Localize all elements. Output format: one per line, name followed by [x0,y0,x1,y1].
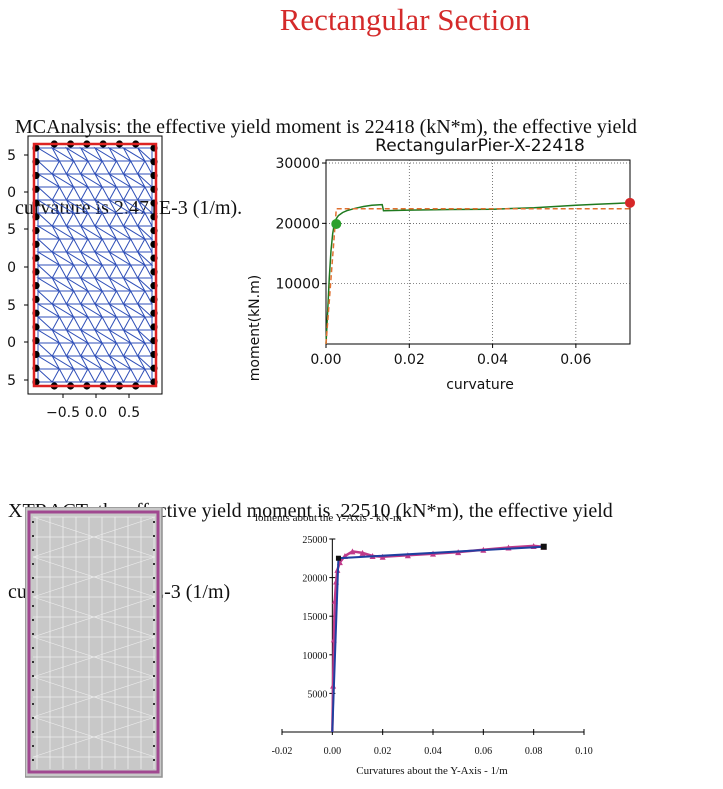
mca-y-tick-label: 20000 [275,216,320,232]
xtract-moment-curvature-chart: loments about the Y-Axis - kN-m -0.02 0.0… [255,512,593,777]
xtract-rebar [32,647,34,649]
xtract-rebar [153,745,155,747]
mca-y-tick-label: 10000 [275,277,320,293]
mca-x-tick-label: 0.00 [310,352,341,368]
mesh-y-tick-label: 0 [7,185,16,201]
xtract-rebar [32,605,34,607]
xtract-rebar [32,689,34,691]
xtract-section-background [25,507,163,778]
xtract-rebar [32,745,34,747]
xtract-rebar [32,759,34,761]
mca-x-tick-label: 0.04 [477,352,508,368]
xtract-section-drawing [25,507,163,778]
xtract-rebar [32,591,34,593]
xtract-x-tick-label: 0.06 [475,746,493,757]
xtract-rebar [153,717,155,719]
xtract-section-grid [32,516,156,758]
mesh-y-tick-label: 5 [7,222,16,238]
xtract-bilinear-series [331,545,544,733]
xtract-rebar [32,521,34,523]
xtract-y-tick-label: 15000 [302,612,327,623]
xtract-data-marker [359,549,366,556]
mesh-x-tick-label: −0.5 [46,405,80,421]
mesh-x-tick-label: 0.0 [85,405,107,421]
xtract-rebar [153,605,155,607]
xtract-data-marker [349,548,356,555]
mca-x-tick-label: 0.06 [560,352,591,368]
xtract-rebar [32,577,34,579]
xtract-x-tick-label: -0.02 [272,746,293,757]
mesh-y-tick-label: 5 [7,148,16,164]
xtract-x-tick-label: 0.10 [575,746,593,757]
xtract-rebar [153,703,155,705]
xtract-rebar [32,717,34,719]
xtract-rebar [153,647,155,649]
xtract-section-cover [27,510,160,774]
mcanalysis-moment-curvature-chart: RectangularPier-X-22418 0.00 0.02 0.04 0.06… [247,136,635,393]
xtract-y-tick-label: 25000 [302,535,327,546]
mcanalysis-summary-line1: MCAnalysis: the effective yield moment i… [15,116,637,138]
mca-idealized-series [325,208,630,345]
mesh-x-tick-label: 0.5 [118,405,140,421]
xtract-rebar [153,521,155,523]
xtract-rebar [153,731,155,733]
xtract-rebar [153,563,155,565]
xtract-y-tick-label: 10000 [302,651,327,662]
xtract-rebar [153,591,155,593]
xtract-x-tick-label: 0.02 [374,746,392,757]
xtract-rebar [32,619,34,621]
page-title: Rectangular Section [279,2,531,37]
section-mesh-plot: 5 0 5 0 5 0 5 −0.5 0.0 0.5 [7,135,163,421]
mca-x-tick-label: 0.02 [394,352,425,368]
mca-chart-title: RectangularPier-X-22418 [375,136,585,156]
mesh-triangles [36,146,154,384]
mca-point-marker [331,218,342,229]
xtract-rebar [153,689,155,691]
xtract-rebar [32,661,34,663]
xtract-x-axis-label: Curvatures about the Y-Axis - 1/m [356,765,508,777]
xtract-rebar [32,633,34,635]
mca-y-tick-label: 30000 [275,156,320,172]
mca-plot-frame [325,159,631,345]
xtract-rebar [32,549,34,551]
mca-point-marker [625,197,635,208]
xtract-section-image [25,507,163,778]
xtract-moment-curvature-series [331,544,544,733]
xtract-rebar [153,535,155,537]
xtract-rebar [153,577,155,579]
triangular-mesh [32,140,158,390]
xtract-x-tick-label: 0.00 [324,746,342,757]
xtract-rebar [153,619,155,621]
xtract-rebar [153,759,155,761]
xtract-yield-marker [335,555,341,561]
xtract-rebar [153,633,155,635]
xtract-rebar [32,731,34,733]
xtract-rebar [153,661,155,663]
xtract-y-tick-label: 5000 [307,689,327,700]
xtract-rebar [32,535,34,537]
mesh-y-tick-label: 0 [7,335,16,351]
mesh-plot-ticks: 5 0 5 0 5 0 5 −0.5 0.0 0.5 [7,148,140,421]
mesh-y-tick-label: 5 [7,298,16,314]
xtract-x-tick-label: 0.08 [525,746,543,757]
xtract-rebar [32,703,34,705]
xtract-chart-title: loments about the Y-Axis - kN-m [255,512,402,524]
mca-moment-curvature-series [325,202,631,345]
mca-y-axis-label: moment(kN.m) [247,275,263,381]
xtract-y-tick-label: 20000 [302,574,327,585]
xtract-rebar [32,675,34,677]
mca-x-axis-label: curvature [446,377,514,393]
xtract-rebar [32,563,34,565]
xtract-rebar [153,549,155,551]
xtract-plot-area: -0.02 0.00 0.02 0.04 0.06 0.08 0.10 5000 10000 15… [272,535,593,757]
xtract-rebar [153,675,155,677]
xtract-x-tick-label: 0.04 [424,746,442,757]
section-boundary [32,142,158,388]
xtract-data-marker [379,553,386,560]
mca-plot-area: 0.00 0.02 0.04 0.06 10000 20000 30000 [275,156,635,368]
mesh-plot-frame [27,135,163,395]
mesh-y-tick-label: 5 [7,373,16,389]
mesh-y-tick-label: 0 [7,260,16,276]
xtract-end-marker [540,543,547,550]
